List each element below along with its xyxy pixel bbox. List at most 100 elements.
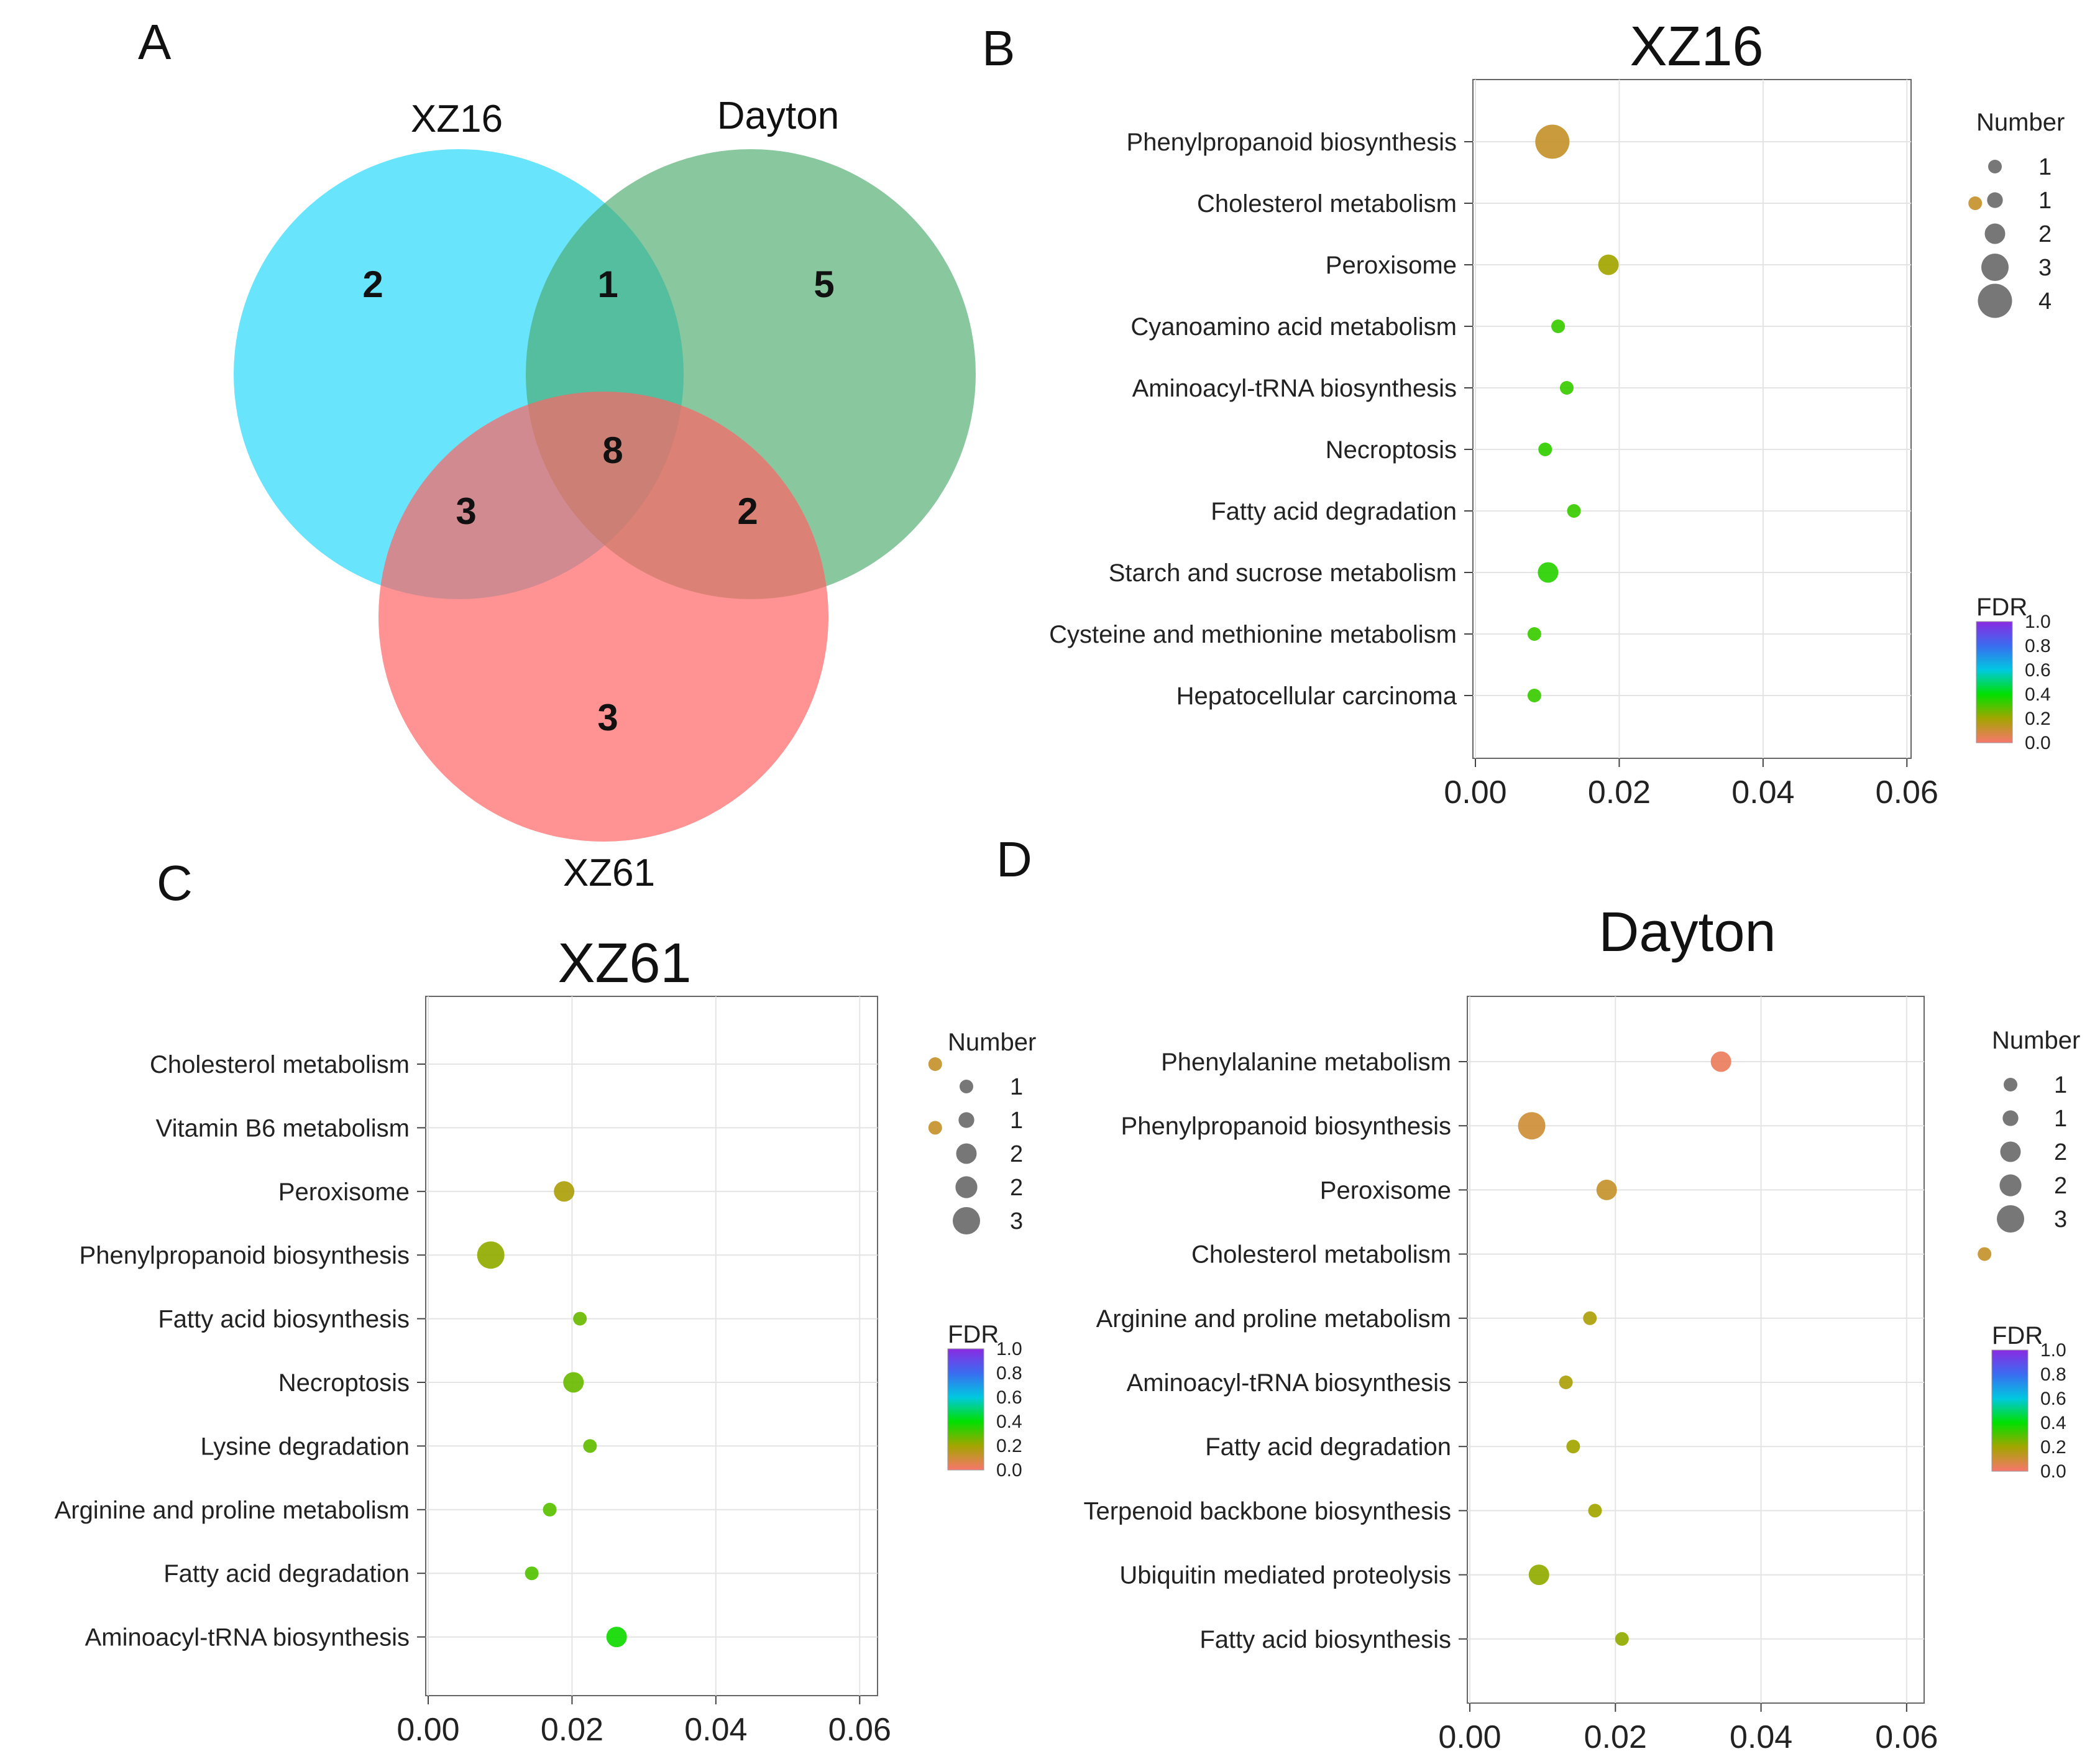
cc-legend-number-label-2: 2 xyxy=(1010,1141,1023,1167)
cb-legend-number-label-3: 3 xyxy=(2038,255,2052,281)
cc-panel-border xyxy=(425,996,878,1696)
cd-legend-number-title: Number xyxy=(1992,1027,2080,1054)
cc-legend-fdr-tick-4: 0.2 xyxy=(996,1436,1022,1456)
cc-category-label-7: Arginine and proline metabolism xyxy=(55,1497,410,1524)
cc-legend-fdr-tick-1: 0.8 xyxy=(996,1363,1022,1384)
cb-point-8 xyxy=(1527,627,1541,641)
venn-count-xz16-dayton: 1 xyxy=(597,264,618,305)
cb-category-label-0: Phenylpropanoid biosynthesis xyxy=(1127,129,1457,156)
cb-point-7 xyxy=(1538,562,1559,583)
cd-legend-number-label-2: 2 xyxy=(2054,1139,2067,1165)
cd-category-label-7: Terpenoid backbone biosynthesis xyxy=(1083,1497,1451,1525)
cb-legend-number-dot-0 xyxy=(1988,160,2002,173)
cc-legend-fdr-tick-3: 0.4 xyxy=(996,1412,1022,1432)
cc-point-9 xyxy=(606,1627,627,1648)
cd-category-label-9: Fatty acid biosynthesis xyxy=(1199,1626,1451,1653)
cb-category-label-6: Fatty acid degradation xyxy=(1211,498,1457,525)
cb-point-0 xyxy=(1535,124,1570,159)
cd-point-0 xyxy=(1710,1051,1731,1072)
cb-legend-fdr-tick-1: 0.8 xyxy=(2025,636,2051,656)
cb-legend-number-dot-1 xyxy=(1987,192,2003,208)
cc-point-6 xyxy=(583,1439,597,1453)
cc-point-8 xyxy=(525,1566,539,1581)
cd-legend-fdr-tick-0: 1.0 xyxy=(2040,1340,2066,1361)
cb-category-label-9: Hepatocellular carcinoma xyxy=(1176,682,1457,710)
cc-xtick-label-2: 0.04 xyxy=(684,1712,747,1748)
cc-point-4 xyxy=(573,1312,587,1326)
cc-point-0 xyxy=(928,1057,942,1071)
panel-letter-a: A xyxy=(138,14,172,70)
cc-point-3 xyxy=(477,1241,505,1269)
cc-legend-number-title: Number xyxy=(948,1029,1036,1056)
cc-legend-number-dot-2 xyxy=(956,1143,977,1164)
cb-legend-number-label-1: 1 xyxy=(2038,188,2052,214)
cb-category-label-5: Necroptosis xyxy=(1326,436,1457,464)
cb-legend-fdr-colorbar xyxy=(1976,621,2013,743)
cc-legend-fdr-tick-5: 0.0 xyxy=(996,1460,1022,1481)
cc-legend-number-label-4: 3 xyxy=(1010,1208,1023,1234)
cd-category-label-4: Arginine and proline metabolism xyxy=(1096,1305,1451,1333)
cc-xtick-label-0: 0.00 xyxy=(397,1712,459,1748)
cc-legend-number-dot-4 xyxy=(953,1207,980,1234)
cd-xtick-label-2: 0.04 xyxy=(1730,1719,1792,1755)
cc-point-5 xyxy=(563,1372,584,1393)
venn-count-dayton-xz61: 2 xyxy=(737,490,758,532)
cc-legend-number-label-0: 1 xyxy=(1010,1074,1023,1100)
chart-dayton: Phenylalanine metabolism Phenylpropanoid … xyxy=(1083,901,2080,1755)
cb-legend-number-label-0: 1 xyxy=(2038,154,2052,180)
cd-legend-number-label-1: 1 xyxy=(2054,1106,2067,1132)
chart-xz61: Cholesterol metabolism Vitamin B6 metabol… xyxy=(55,932,1037,1748)
panel-letter-c: C xyxy=(157,855,193,911)
cb-category-label-1: Cholesterol metabolism xyxy=(1197,190,1457,218)
cd-point-6 xyxy=(1566,1440,1580,1454)
cd-legend-number-dot-4 xyxy=(1997,1205,2024,1233)
cb-point-5 xyxy=(1538,443,1552,456)
cd-legend-fdr-tick-1: 0.8 xyxy=(2040,1364,2066,1385)
cb-xtick-label-1: 0.02 xyxy=(1588,774,1651,811)
cd-category-label-2: Peroxisome xyxy=(1320,1177,1451,1204)
cd-point-4 xyxy=(1583,1311,1597,1325)
cd-panel-border xyxy=(1467,996,1925,1704)
cc-point-2 xyxy=(554,1181,575,1202)
cb-legend-fdr-tick-5: 0.0 xyxy=(2025,733,2051,753)
venn-count-xz16-only: 2 xyxy=(362,264,383,305)
cd-legend-fdr-tick-5: 0.0 xyxy=(2040,1461,2066,1482)
cd-legend-fdr-title: FDR xyxy=(1992,1322,2043,1349)
cb-legend-fdr-tick-3: 0.4 xyxy=(2025,684,2051,705)
cc-legend-number-dot-3 xyxy=(955,1176,978,1198)
cd-point-8 xyxy=(1528,1564,1549,1586)
cb-legend-number-label-2: 2 xyxy=(2038,221,2052,247)
venn-circle-xz61 xyxy=(378,392,828,842)
cc-legend-number-label-3: 2 xyxy=(1010,1175,1023,1201)
cb-legend-fdr-tick-0: 1.0 xyxy=(2025,612,2051,632)
cc-category-label-9: Aminoacyl-tRNA biosynthesis xyxy=(85,1624,410,1651)
cd-legend-fdr-colorbar xyxy=(1991,1349,2029,1472)
cd-point-9 xyxy=(1615,1632,1629,1646)
cd-chart-title: Dayton xyxy=(1598,901,1776,963)
cc-xtick-label-1: 0.02 xyxy=(541,1712,603,1748)
cd-xtick-label-1: 0.02 xyxy=(1584,1719,1647,1755)
cc-legend-fdr-tick-0: 1.0 xyxy=(996,1339,1022,1359)
cc-legend-number-label-1: 1 xyxy=(1010,1108,1023,1134)
cc-point-1 xyxy=(928,1121,942,1135)
cc-category-label-0: Cholesterol metabolism xyxy=(150,1051,410,1078)
cc-legend-fdr-colorbar xyxy=(947,1348,984,1471)
cc-category-label-6: Lysine degradation xyxy=(200,1433,410,1460)
cc-category-label-4: Fatty acid biosynthesis xyxy=(158,1306,410,1333)
cb-point-3 xyxy=(1551,319,1566,333)
cc-category-label-5: Necroptosis xyxy=(278,1369,410,1397)
cb-category-label-4: Aminoacyl-tRNA biosynthesis xyxy=(1132,375,1457,402)
cc-legend-fdr-title: FDR xyxy=(948,1321,999,1348)
cb-xtick-label-3: 0.06 xyxy=(1876,774,1938,811)
cb-category-label-7: Starch and sucrose metabolism xyxy=(1109,559,1457,587)
cb-legend-number-title: Number xyxy=(1976,109,2065,136)
panel-letter-d: D xyxy=(996,832,1032,887)
cb-legend-fdr-tick-4: 0.2 xyxy=(2025,709,2051,729)
cd-point-2 xyxy=(1596,1179,1617,1200)
cb-category-label-2: Peroxisome xyxy=(1326,252,1457,279)
cb-chart-title: XZ16 xyxy=(1630,16,1763,78)
venn-count-all: 8 xyxy=(602,430,623,471)
cd-legend-number-label-4: 3 xyxy=(2054,1206,2067,1233)
cc-legend-fdr-tick-2: 0.6 xyxy=(996,1387,1022,1408)
cb-legend-fdr-title: FDR xyxy=(1976,594,2027,621)
